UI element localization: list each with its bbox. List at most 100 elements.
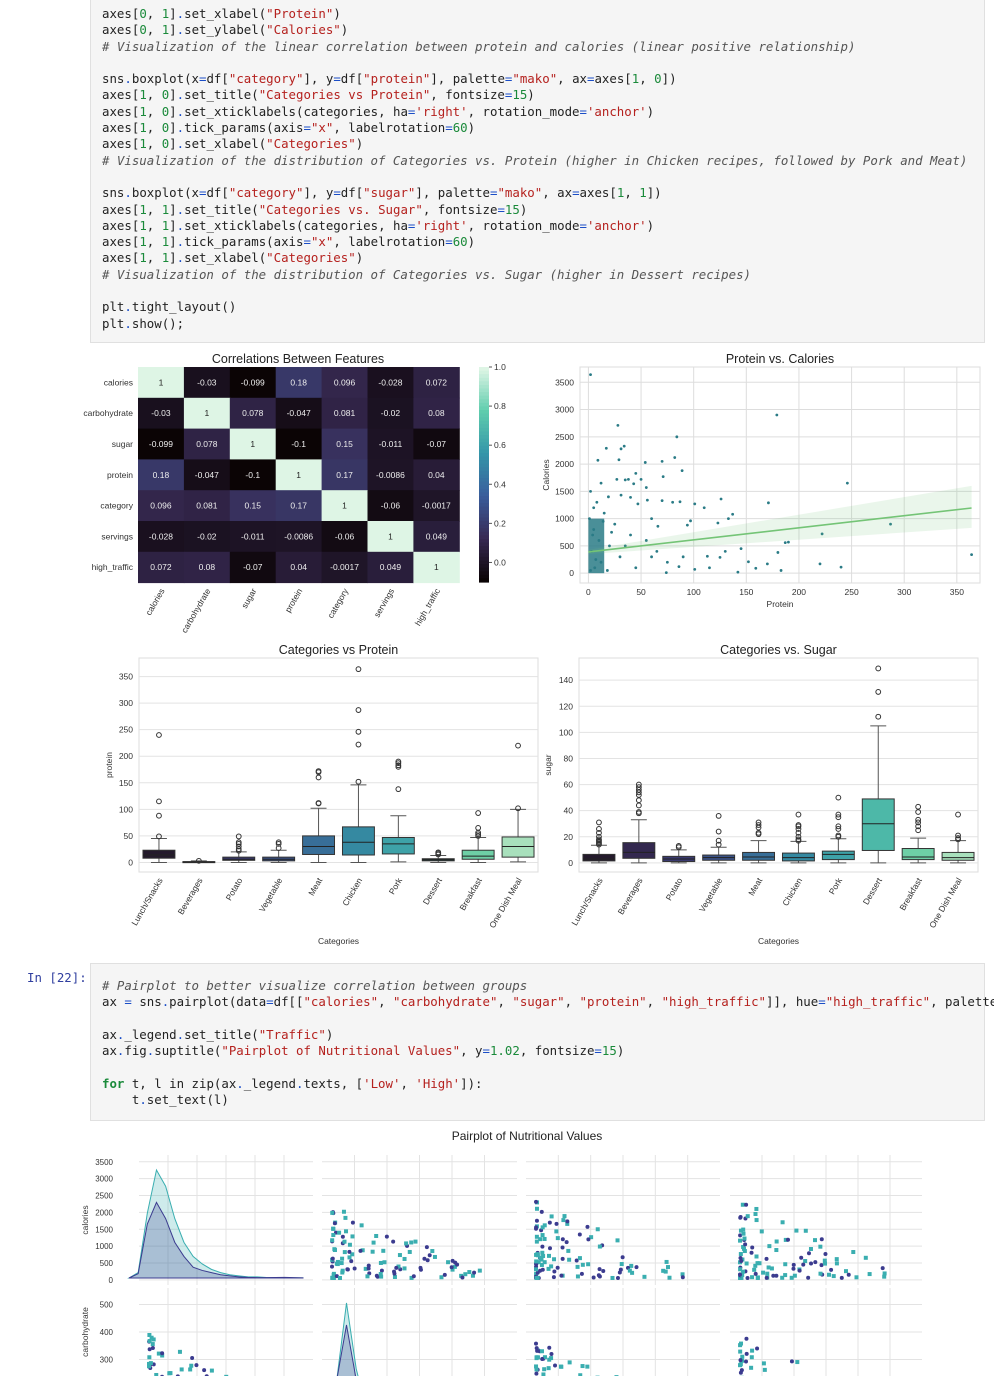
scatter-point-high [459,1273,464,1278]
kde-curve-low [128,1201,304,1279]
scatter-point-high [680,1272,685,1277]
scatter-point [664,571,668,575]
y-tick-label: 500 [100,1301,114,1310]
scatter-point-low [738,1358,743,1363]
scatter-point [723,549,727,553]
scatter-point-high [347,1255,352,1260]
scatter-point-low [345,1267,350,1272]
scatter-point-high [337,1230,342,1235]
colorbar-segment [479,549,489,554]
x-tick-label: Lunch/Snacks [129,876,164,927]
scatter-point-high [540,1233,545,1238]
scatter-point [678,500,682,504]
outlier-point [715,837,722,844]
scatter-point [655,549,659,553]
colorbar-segment [479,564,489,569]
heatmap-cell [275,367,323,399]
code-editor[interactable]: # Pairplot to better visualize correlati… [102,978,994,1108]
scatter-point-high [562,1214,567,1219]
colorbar-segment [479,377,489,382]
scatter-point-low [743,1242,748,1247]
scatter-point-high [754,1254,759,1259]
scatter-point-high [597,1244,602,1249]
scatter-point-high [540,1250,545,1255]
scatter-point [779,569,783,572]
scatter-point-high [547,1357,552,1362]
scatter-point-high [867,1272,872,1277]
scatter-point [719,497,723,501]
scatter-point-high [766,1265,771,1270]
outlier-point [195,857,202,864]
scatter-point-high [534,1367,539,1372]
scatter-point-high [738,1267,743,1272]
scatter-point-high [741,1231,746,1236]
cell-value: -0.07 [427,439,447,449]
scatter-point [589,569,592,572]
scatter-point [680,469,684,473]
scatter-point-high [549,1214,554,1219]
colorbar-segment [479,506,489,511]
x-tick-label: Potato [224,876,245,903]
outlier-point [635,784,642,791]
scatter-point-high [539,1262,544,1267]
scatter-point-low [744,1351,749,1356]
colorbar-segment [479,492,489,497]
scatter-point [613,522,617,526]
chart-title: Categories vs Protein [279,643,399,657]
scatter-point-high [740,1354,745,1359]
colorbar-segment [479,399,489,404]
scatter-point-high [831,1274,836,1279]
scatter-point-low [555,1265,560,1270]
scatter-point-low [774,1273,779,1278]
scatter-point [629,533,632,537]
scatter-point-high [331,1233,336,1238]
scatter-point [708,566,711,570]
y-axis-label: calories [80,1205,90,1234]
heatmap-cell [321,521,368,553]
outlier-point [835,823,842,830]
code-editor[interactable]: axes[0, 1].set_xlabel("Protein") axes[0, … [102,6,967,332]
cell-value: 0.04 [290,562,307,572]
scatter-point-high [665,1265,670,1270]
regression-line [588,507,972,553]
scatter-point-high [750,1275,755,1280]
code-cell-pairplot[interactable]: # Pairplot to better visualize correlati… [90,963,994,1121]
outlier-point [596,833,602,840]
chart-title: Protein vs. Calories [726,352,834,366]
scatter-point-high [629,1263,634,1268]
scatter-point-high [542,1367,547,1372]
heatmap-cell [413,367,460,399]
scatter-point-high [534,1234,539,1239]
scatter-point-low [565,1219,570,1224]
scatter-point-low [739,1258,744,1263]
scatter-point-high [374,1233,379,1238]
scatter-point [618,555,622,559]
scatter-point-high [337,1275,342,1280]
scatter-point-high [738,1228,743,1233]
code-cell-plots[interactable]: axes[0, 1].set_xlabel("Protein") axes[0, … [90,0,985,343]
scatter-point-high [538,1237,543,1242]
scatter-point-high [534,1355,539,1360]
colorbar-segment [479,496,489,501]
colorbar-segment [479,503,489,508]
box [501,836,535,858]
colorbar-segment [479,453,489,458]
heatmap-cell [138,551,185,584]
scatter-point-high [402,1266,407,1271]
outlier-point [355,741,362,748]
scatter-point [776,551,780,554]
scatter-point-low [819,1263,824,1268]
cell-value: 0.08 [428,408,445,418]
y-tick-label: 0 [569,568,574,578]
scatter-point-high [407,1249,412,1254]
scatter-point-high [536,1260,541,1265]
box [941,851,975,861]
scatter-point-high [147,1364,152,1369]
scatter-point-low [547,1246,552,1251]
scatter-point [634,566,638,570]
scatter-point-low [534,1371,539,1376]
x-tick-label: One Dish Meal [487,876,524,930]
scatter-point-high [209,1368,214,1373]
scatter-point-low [564,1240,569,1245]
scatter-point-high [360,1248,365,1253]
